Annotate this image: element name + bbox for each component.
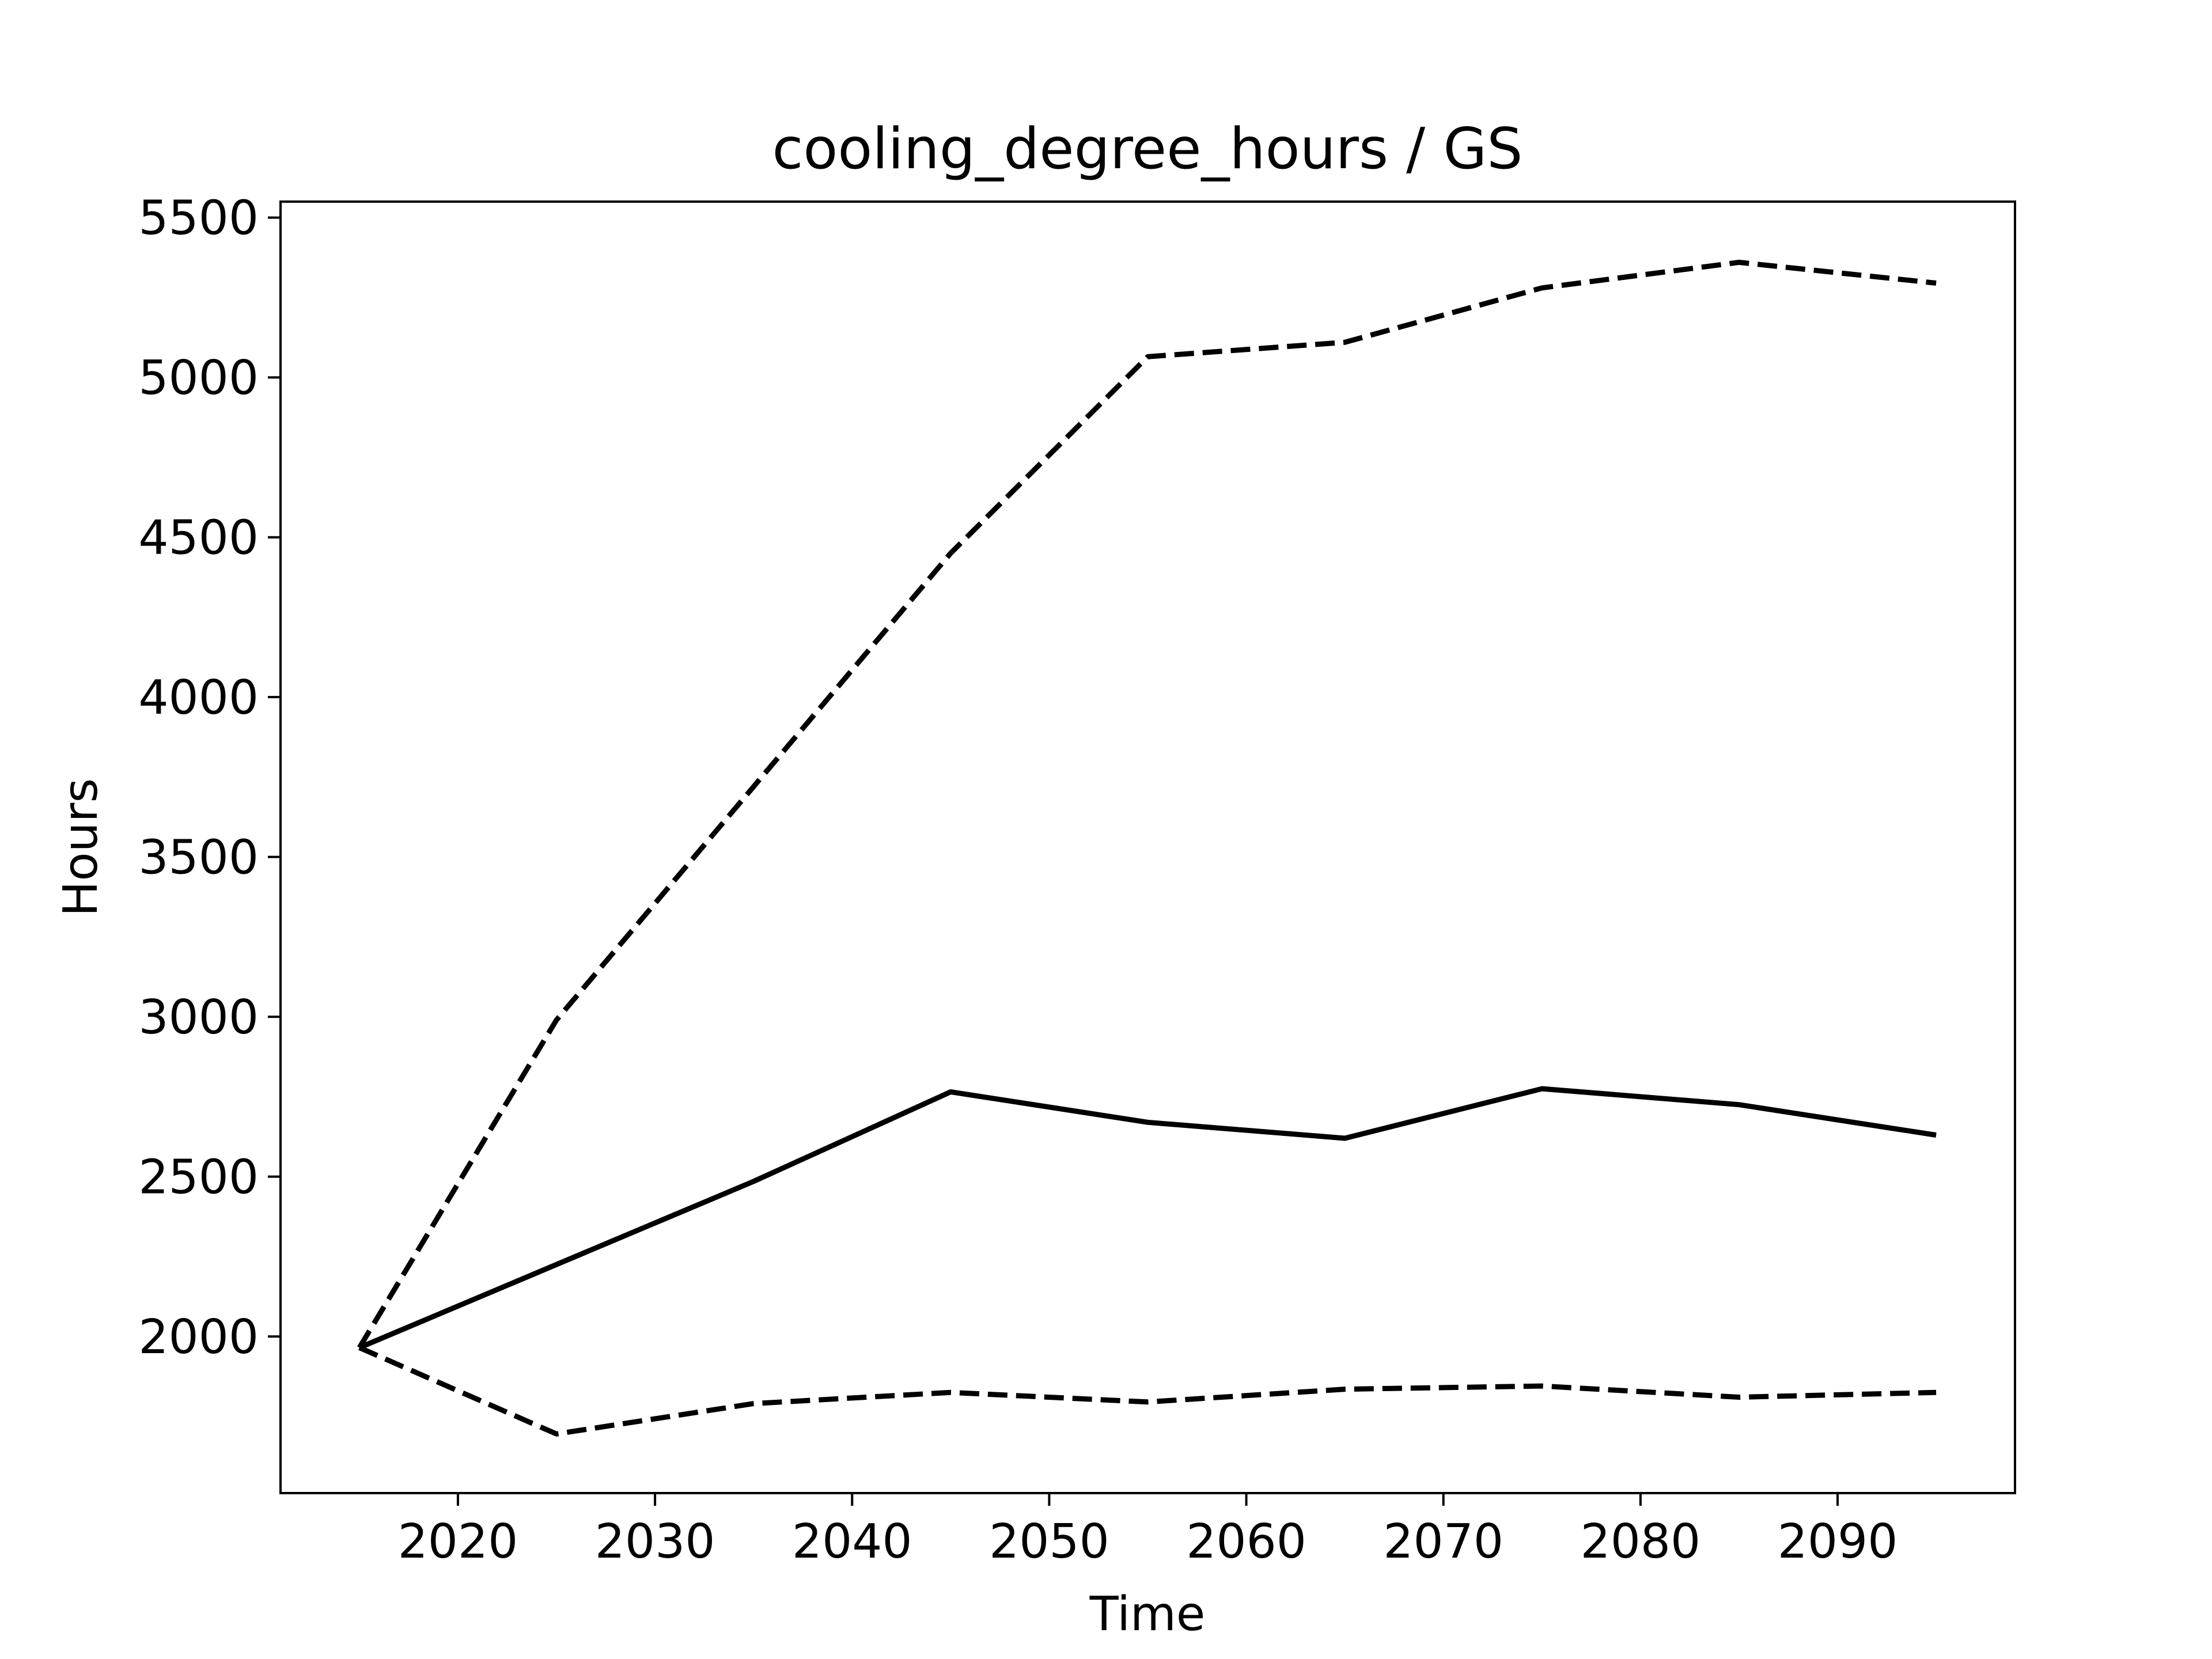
x-tick-label-2030: 2030 bbox=[595, 1514, 715, 1569]
x-axis: 2020 2030 2040 2050 2060 2070 2080 2090 bbox=[398, 1493, 1898, 1569]
y-axis-title: Hours bbox=[54, 778, 108, 916]
chart-title: cooling_degree_hours / GS bbox=[772, 116, 1523, 182]
series-line-1-dashed bbox=[357, 259, 1937, 1349]
x-tick-label-2060: 2060 bbox=[1186, 1514, 1306, 1569]
x-tick-label-2070: 2070 bbox=[1383, 1514, 1503, 1569]
y-tick-label-5500: 5500 bbox=[138, 191, 259, 246]
x-tick-label-2020: 2020 bbox=[398, 1514, 518, 1569]
plot-area bbox=[279, 200, 2016, 1494]
series-line-3-dashed bbox=[358, 1345, 1937, 1437]
y-tick-label-4500: 4500 bbox=[138, 511, 259, 566]
x-tick-label-2050: 2050 bbox=[989, 1514, 1109, 1569]
y-tick-label-4000: 4000 bbox=[138, 671, 259, 725]
y-axis: 2000 2500 3000 3500 4000 4500 5000 5500 bbox=[138, 191, 281, 1365]
series-line-2-solid bbox=[358, 1086, 1937, 1350]
y-tick-label-3500: 3500 bbox=[138, 831, 259, 885]
axes-frame bbox=[279, 200, 2016, 1494]
x-tick-label-2040: 2040 bbox=[792, 1514, 912, 1569]
y-tick-label-2000: 2000 bbox=[138, 1310, 259, 1365]
x-axis-title: Time bbox=[1089, 1587, 1206, 1642]
y-tick-label-5000: 5000 bbox=[138, 351, 259, 406]
x-tick-label-2090: 2090 bbox=[1778, 1514, 1898, 1569]
y-tick-label-2500: 2500 bbox=[138, 1150, 259, 1205]
y-tick-label-3000: 3000 bbox=[138, 990, 259, 1045]
series-layer bbox=[357, 259, 1937, 1437]
x-tick-label-2080: 2080 bbox=[1581, 1514, 1701, 1569]
